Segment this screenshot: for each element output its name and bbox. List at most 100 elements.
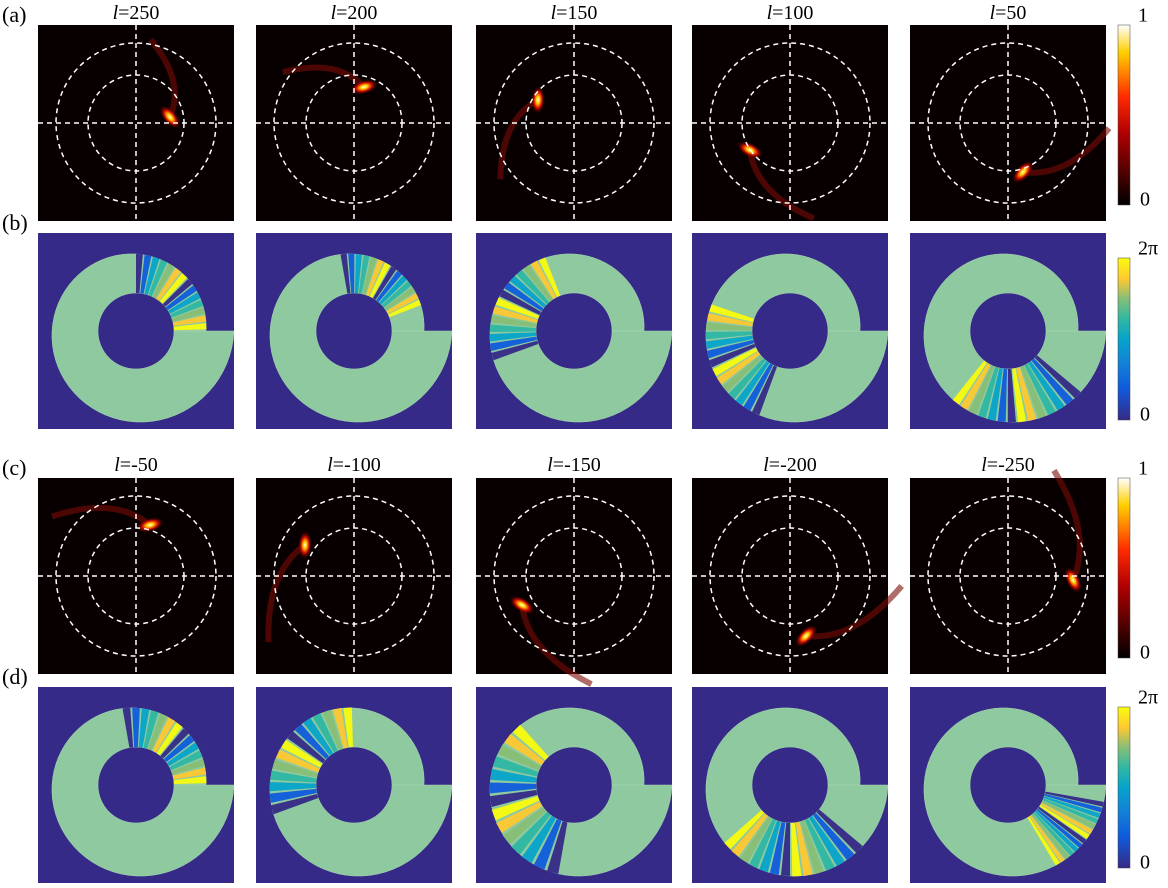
phase-stripe: [1045, 791, 1104, 807]
phase-stripe: [800, 820, 824, 875]
phase-stripe: [358, 255, 370, 294]
colorbar: [1117, 24, 1131, 206]
panel-title: l=250: [113, 2, 160, 24]
phase-stripe: [960, 363, 991, 411]
panel-title: l=-200: [763, 454, 817, 476]
phase-stripe: [739, 816, 772, 863]
panel-title: l=-100: [327, 454, 381, 476]
title-variable: l: [990, 2, 996, 24]
phase-stripe: [523, 264, 553, 302]
phase-stripe: [530, 260, 557, 300]
phase-stripe: [170, 299, 204, 318]
phase-stripe: [138, 708, 150, 748]
phase-stripe: [499, 289, 542, 315]
focal-spot: [509, 595, 535, 615]
phase-stripe: [706, 322, 753, 331]
phase-stripe: [1020, 365, 1047, 419]
phase-stripe: [490, 315, 537, 328]
phase-stripe: [148, 713, 168, 751]
phase-stripe: [1012, 368, 1027, 423]
phase-stripe: [969, 365, 995, 415]
phase-image: [692, 687, 889, 883]
colorbar: [1117, 706, 1131, 869]
phase-stripe: [1042, 798, 1099, 824]
title-value: =200: [336, 2, 377, 24]
outer-ring: [927, 495, 1089, 657]
beam-tail: [1051, 468, 1083, 582]
phase-stripe: [169, 750, 203, 771]
phase-image: [476, 233, 673, 429]
phase-stripe: [343, 707, 353, 748]
phase-image: [256, 687, 453, 883]
phase-stripe: [386, 293, 419, 314]
phase-stripe: [173, 323, 207, 331]
phase-stripe: [162, 279, 193, 307]
phase-stripe: [705, 331, 753, 340]
phase-stripe: [270, 770, 317, 783]
phase-stripe: [269, 782, 317, 792]
colorbar-min-label: 0: [1140, 852, 1150, 874]
outer-ring: [273, 495, 435, 657]
phase-stripe: [152, 717, 176, 753]
phase-stripe: [511, 811, 551, 855]
phase-stripe: [759, 820, 781, 873]
phase-stripe: [1043, 796, 1101, 819]
phase-stripe: [497, 744, 541, 771]
focal-spot: [350, 79, 378, 95]
title-variable: l: [767, 2, 773, 24]
colorbar-max-label: 1: [1138, 5, 1148, 27]
phase-stripe: [987, 368, 1003, 421]
intensity-image: [692, 478, 904, 674]
title-value: =100: [772, 2, 813, 24]
phase-stripe: [140, 254, 152, 294]
phase-stripe: [533, 818, 562, 870]
phase-stripe: [1031, 813, 1070, 860]
phase-stripe: [160, 728, 189, 759]
phase-stripe: [816, 809, 863, 853]
phase-stripe: [1028, 361, 1065, 411]
phase-stripe: [952, 360, 987, 405]
phase-stripe: [171, 758, 205, 775]
phase-stripe: [709, 304, 755, 323]
phase-stripe: [270, 794, 319, 815]
panel-label: (b): [2, 210, 28, 235]
phase-stripe: [379, 275, 408, 305]
colorbar: [1117, 477, 1131, 659]
intensity-image: [692, 25, 888, 222]
phase-stripe: [504, 282, 544, 312]
phase-stripe: [489, 782, 537, 794]
phase-stripe: [724, 810, 765, 850]
phase-stripe: [1034, 355, 1081, 399]
phase-stripe: [294, 723, 330, 760]
phase-stripe: [156, 267, 182, 301]
panel-label: (d): [2, 664, 28, 689]
phase-stripe: [1029, 815, 1065, 863]
phase-stripe: [165, 285, 197, 311]
phase-stripe: [1024, 363, 1056, 416]
phase-stripe: [388, 299, 422, 318]
phase-stripe: [381, 281, 412, 308]
title-variable: l: [327, 454, 333, 476]
phase-stripe: [269, 788, 317, 803]
phase-stripe: [706, 339, 754, 359]
phase-stripe: [492, 306, 538, 324]
phase-stripe: [340, 253, 351, 294]
phase-stripe: [489, 324, 537, 333]
phase-stripe: [709, 343, 756, 368]
phase-stripe: [1034, 810, 1079, 852]
phase-stripe: [171, 307, 206, 322]
outer-ring: [55, 42, 217, 204]
beam-tail: [747, 149, 815, 222]
title-value: =-100: [333, 454, 381, 476]
colorbar: [1117, 257, 1131, 421]
phase-stripe: [749, 818, 777, 869]
intensity-image: [476, 25, 672, 221]
phase-image: [910, 687, 1107, 883]
focal-spot: [136, 517, 164, 533]
panel-title: l=100: [767, 2, 814, 24]
phase-stripe: [384, 286, 416, 311]
panel-title: l=50: [990, 2, 1027, 24]
phase-stripe: [1038, 806, 1087, 844]
panel-title: l=150: [551, 2, 598, 24]
phase-stripe: [354, 254, 363, 294]
